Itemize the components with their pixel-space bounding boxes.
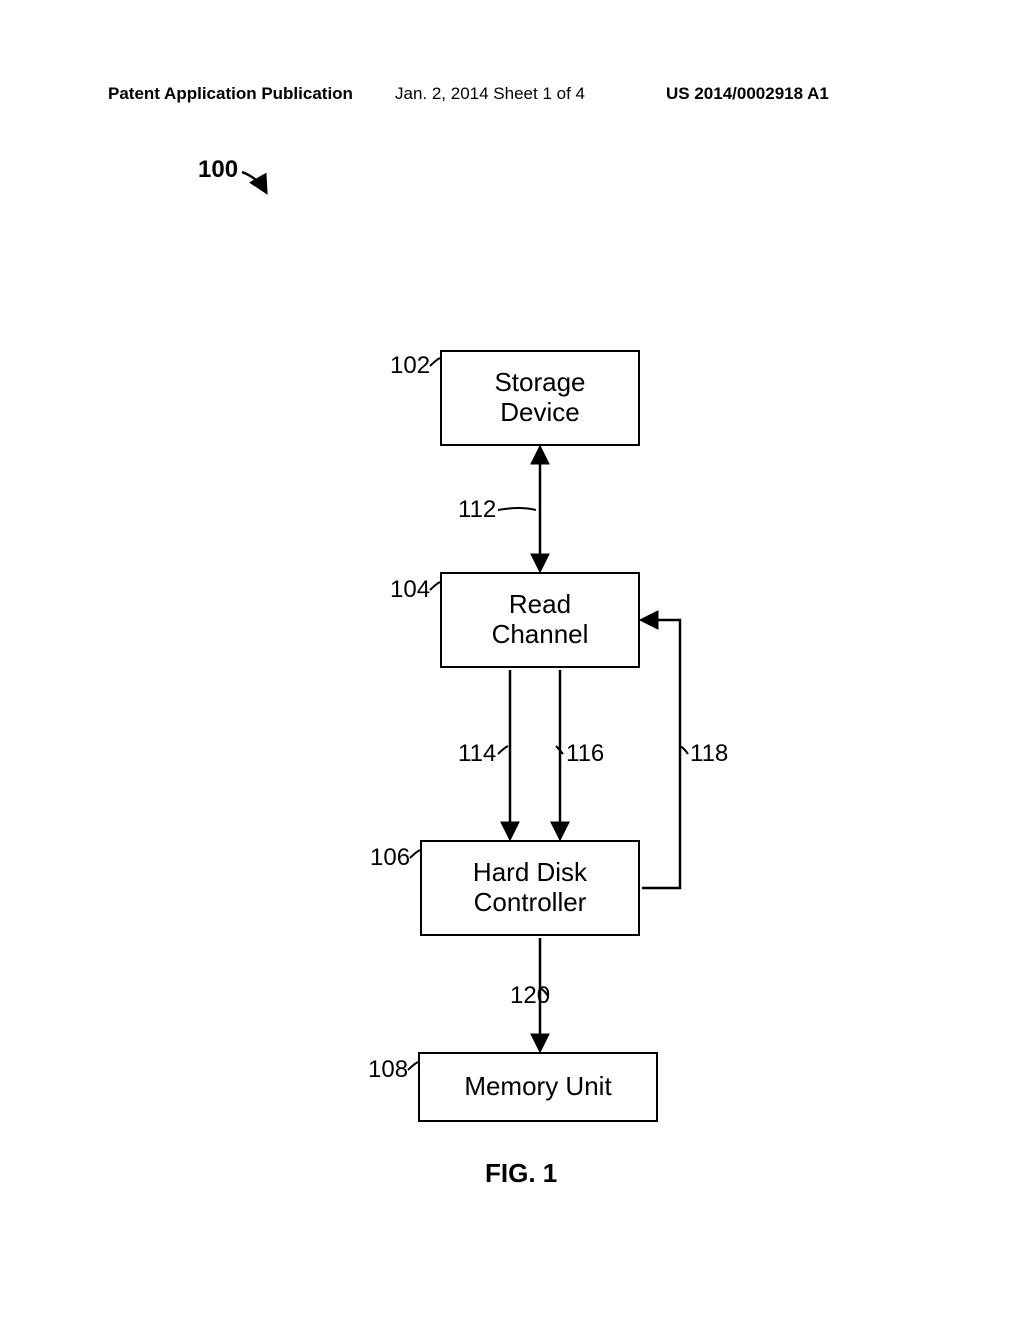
ref-106: 106: [370, 844, 410, 872]
ref-104: 104: [390, 576, 430, 604]
ref-102: 102: [390, 352, 430, 380]
node-mem-label: Memory Unit: [464, 1072, 611, 1102]
page: Patent Application Publication Jan. 2, 2…: [0, 0, 1024, 1320]
node-hard-disk-controller: Hard DiskController: [420, 840, 640, 936]
ref-120: 120: [510, 982, 550, 1010]
node-read-channel: ReadChannel: [440, 572, 640, 668]
node-storage-device: StorageDevice: [440, 350, 640, 446]
ref-112: 112: [458, 496, 496, 524]
node-hdc-label: Hard DiskController: [473, 858, 587, 918]
node-memory-unit: Memory Unit: [418, 1052, 658, 1122]
ref-118: 118: [690, 740, 728, 768]
figure-caption: FIG. 1: [485, 1158, 557, 1189]
node-readch-label: ReadChannel: [492, 590, 589, 650]
node-storage-label: StorageDevice: [494, 368, 585, 428]
ref-114: 114: [458, 740, 496, 768]
ref-116: 116: [566, 740, 604, 768]
ref-108: 108: [368, 1056, 408, 1084]
